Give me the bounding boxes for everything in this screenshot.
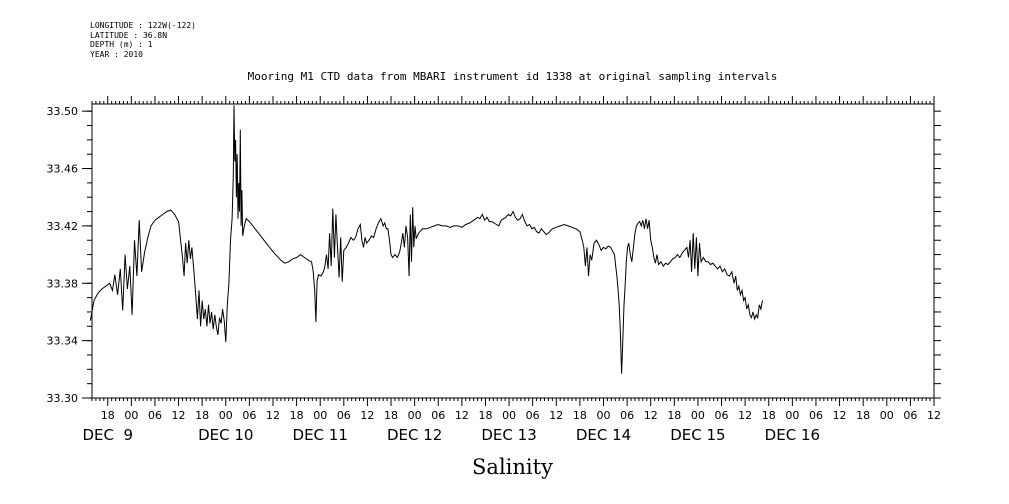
- x-tick-label: 06: [337, 409, 351, 422]
- x-day-label: DEC 15: [670, 426, 725, 444]
- x-axis-title: Salinity: [472, 455, 553, 479]
- chart-title: Mooring M1 CTD data from MBARI instrumen…: [247, 70, 778, 83]
- x-tick-label: 00: [124, 409, 138, 422]
- x-tick-label: 06: [431, 409, 445, 422]
- y-tick-label: 33.42: [47, 220, 79, 233]
- x-tick-label: 06: [526, 409, 540, 422]
- x-tick-label: 12: [172, 409, 186, 422]
- x-tick-label: 18: [573, 409, 587, 422]
- y-tick-label: 33.38: [47, 277, 79, 290]
- x-tick-label: 18: [290, 409, 304, 422]
- x-tick-label: 12: [833, 409, 847, 422]
- x-tick-label: 00: [313, 409, 327, 422]
- x-tick-label: 06: [148, 409, 162, 422]
- x-tick-label: 12: [927, 409, 941, 422]
- y-tick-label: 33.34: [47, 335, 79, 348]
- x-tick-label: 06: [715, 409, 729, 422]
- x-tick-label: 12: [266, 409, 280, 422]
- x-tick-label: 00: [502, 409, 516, 422]
- x-tick-label: 12: [549, 409, 563, 422]
- x-tick-label: 06: [903, 409, 917, 422]
- x-tick-label: 18: [195, 409, 209, 422]
- x-day-label: DEC 10: [198, 426, 253, 444]
- x-tick-label: 06: [242, 409, 256, 422]
- plot-frame: [91, 103, 935, 399]
- x-tick-label: 18: [101, 409, 115, 422]
- x-tick-label: 00: [408, 409, 422, 422]
- x-tick-label: 00: [596, 409, 610, 422]
- y-tick-label: 33.50: [47, 105, 79, 118]
- x-tick-label: 18: [856, 409, 870, 422]
- x-day-label: DEC 12: [387, 426, 442, 444]
- x-day-label: DEC 13: [481, 426, 536, 444]
- x-tick-label: 18: [384, 409, 398, 422]
- longitude-label: LONGITUDE : 122W(-122): [90, 21, 196, 30]
- y-tick-label: 33.46: [47, 163, 79, 176]
- x-tick-label: 12: [644, 409, 658, 422]
- x-day-label: DEC 16: [765, 426, 820, 444]
- latitude-label: LATITUDE : 36.8N: [90, 30, 168, 40]
- x-tick-label: 06: [809, 409, 823, 422]
- x-tick-label: 00: [785, 409, 799, 422]
- x-tick-label: 06: [620, 409, 634, 422]
- x-tick-label: 00: [880, 409, 894, 422]
- x-tick-label: 18: [667, 409, 681, 422]
- x-tick-label: 00: [219, 409, 233, 422]
- salinity-series-line: [89, 105, 763, 374]
- dataset-metadata: LONGITUDE : 122W(-122) LATITUDE : 36.8N …: [90, 21, 196, 59]
- x-day-label: DEC 9: [82, 426, 133, 444]
- x-tick-label: 12: [455, 409, 469, 422]
- y-tick-label: 33.30: [47, 392, 79, 405]
- year-label: YEAR : 2010: [90, 49, 143, 59]
- x-tick-label: 12: [738, 409, 752, 422]
- x-tick-label: 12: [360, 409, 374, 422]
- x-day-label: DEC 11: [293, 426, 348, 444]
- depth-label: DEPTH (m) : 1: [90, 40, 153, 49]
- x-tick-label: 00: [691, 409, 705, 422]
- x-tick-label: 18: [478, 409, 492, 422]
- x-tick-label: 18: [762, 409, 776, 422]
- x-day-label: DEC 14: [576, 426, 631, 444]
